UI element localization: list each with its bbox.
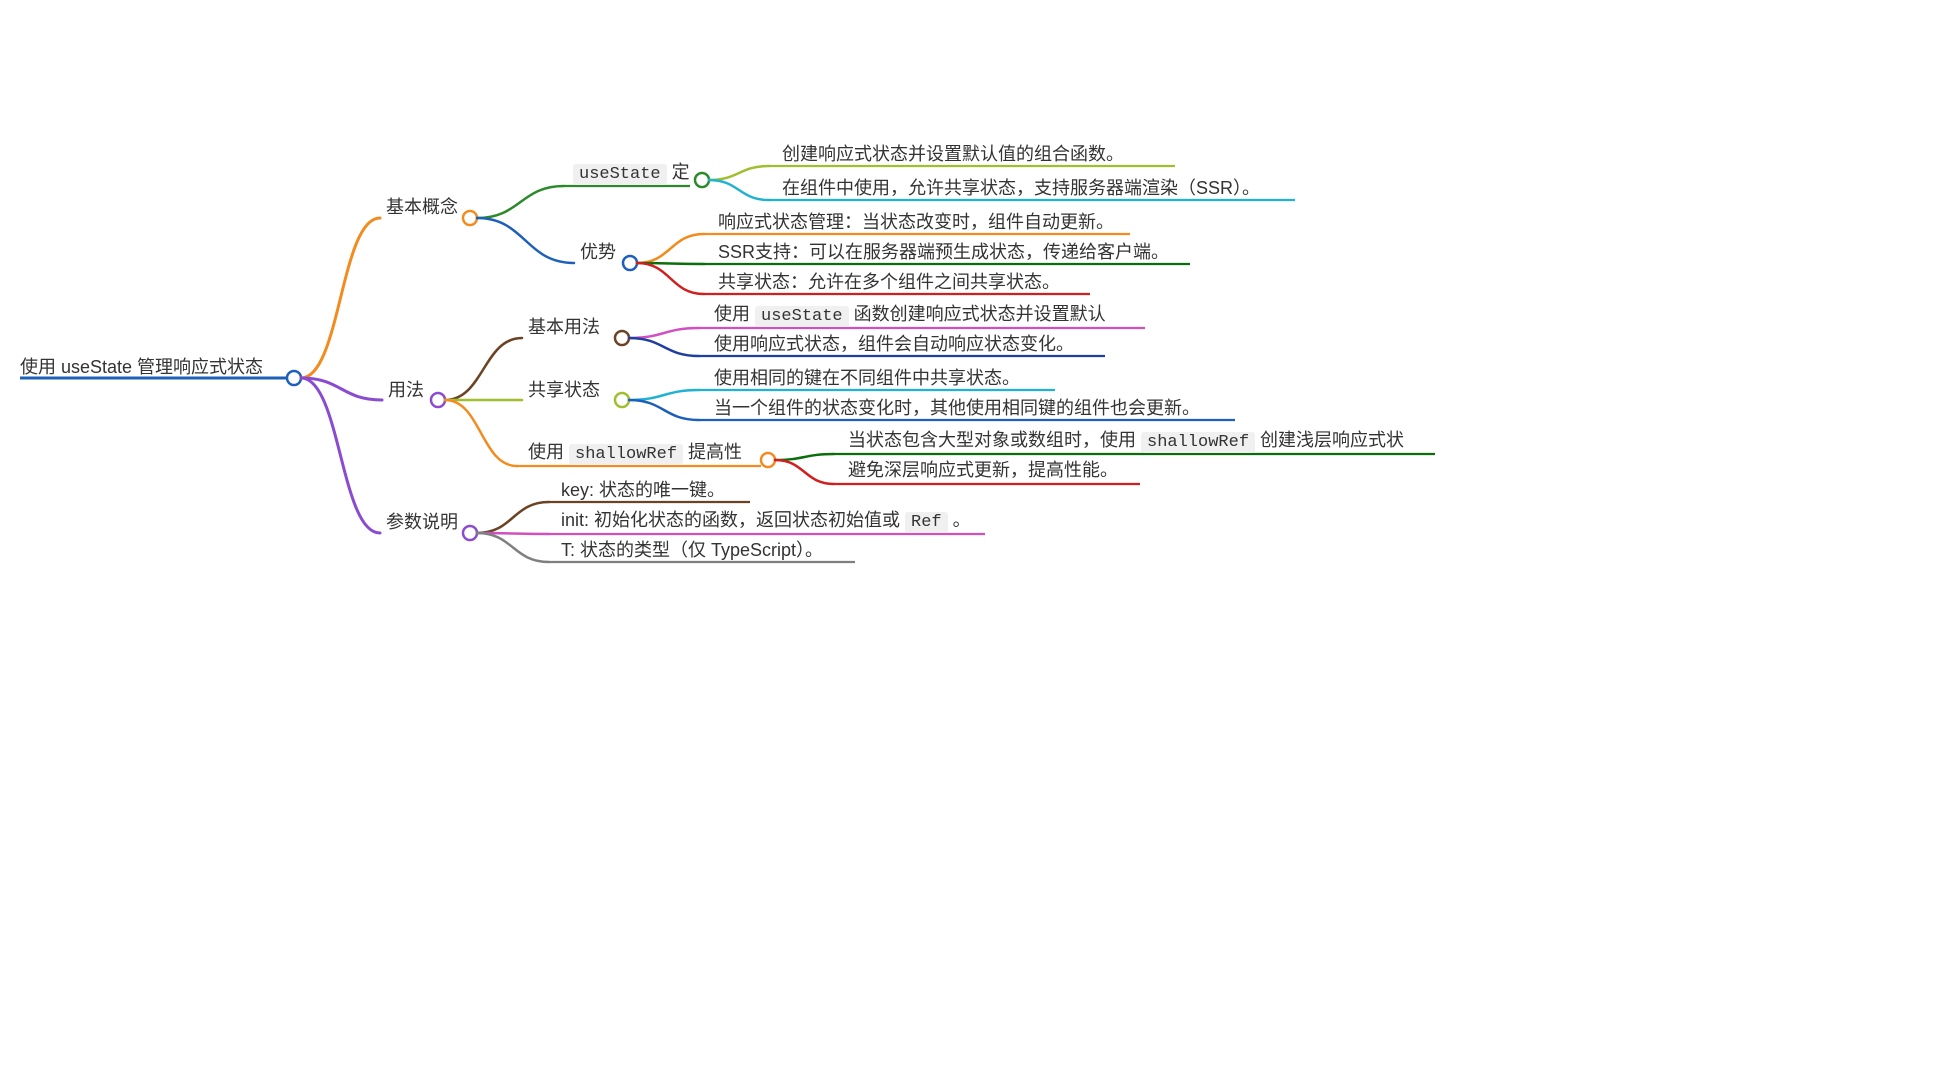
node-b2b: 共享状态 — [528, 378, 600, 405]
node-root: 使用 useState 管理响应式状态 — [20, 355, 263, 382]
node-b3a: key: 状态的唯一键。 — [561, 478, 725, 505]
node-b3: 参数说明 — [386, 510, 458, 537]
node-b2b1: 使用相同的键在不同组件中共享状态。 — [714, 366, 1020, 393]
node-b2: 用法 — [388, 378, 424, 405]
node-b3c: T: 状态的类型（仅 TypeScript）。 — [561, 538, 823, 565]
node-b1b2: SSR支持：可以在服务器端预生成状态，传递给客户端。 — [718, 240, 1169, 267]
node-b2c2: 避免深层响应式更新，提高性能。 — [848, 458, 1118, 485]
node-b1: 基本概念 — [386, 195, 458, 222]
node-b2b2: 当一个组件的状态变化时，其他使用相同键的组件也会更新。 — [714, 396, 1200, 423]
node-b2a2: 使用响应式状态，组件会自动响应状态变化。 — [714, 332, 1074, 359]
node-b2a: 基本用法 — [528, 315, 600, 342]
node-b1a2: 在组件中使用，允许共享状态，支持服务器端渲染（SSR）。 — [782, 176, 1260, 203]
node-b2c: 使用 shallowRef 提高性 — [528, 440, 742, 469]
node-b1a: useState 定 — [573, 160, 690, 189]
node-b3b: init: 初始化状态的函数，返回状态初始值或 Ref 。 — [561, 508, 971, 537]
node-b1b3: 共享状态：允许在多个组件之间共享状态。 — [718, 270, 1060, 297]
node-b2c1: 当状态包含大型对象或数组时，使用 shallowRef 创建浅层响应式状 — [848, 428, 1404, 457]
node-b1a1: 创建响应式状态并设置默认值的组合函数。 — [782, 142, 1124, 169]
node-b2a1: 使用 useState 函数创建响应式状态并设置默认 — [714, 302, 1106, 331]
node-b1b1: 响应式状态管理：当状态改变时，组件自动更新。 — [718, 210, 1114, 237]
node-b1b: 优势 — [580, 240, 616, 267]
